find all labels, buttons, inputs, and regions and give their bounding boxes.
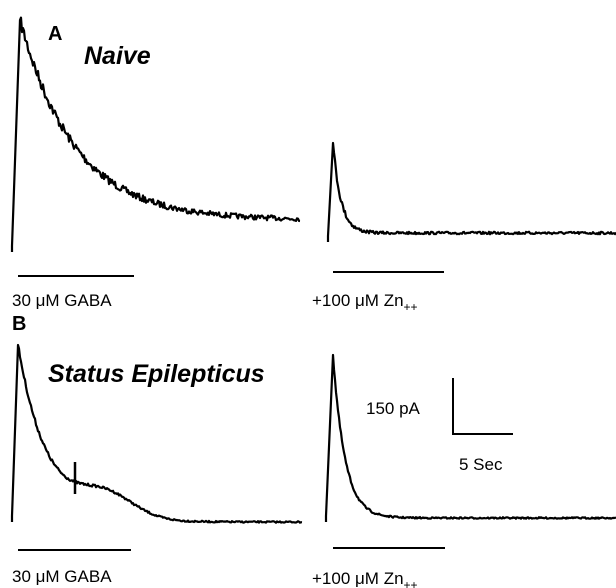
trace-label: 30 μM GABA	[12, 291, 112, 310]
trace-label: 30 μM GABA	[12, 567, 112, 586]
trace-label-main: +100 μM Zn	[312, 569, 404, 588]
scale-label: 5 Sec	[459, 455, 503, 474]
trace-label-main: +100 μM Zn	[312, 291, 404, 310]
trace-label-sub: ++	[404, 300, 418, 314]
panel-label: B	[12, 313, 26, 335]
trace-label-sub: ++	[404, 578, 418, 588]
traces	[10, 16, 616, 524]
scale-label: 150 pA	[366, 399, 421, 418]
current-trace	[10, 16, 301, 252]
trace-label: +100 μM Zn++	[312, 569, 418, 588]
trace-label: +100 μM Zn++	[312, 291, 418, 314]
panel-title: Status Epilepticus	[48, 360, 265, 388]
panel-title: Naive	[84, 42, 151, 70]
current-trace	[324, 353, 616, 522]
current-trace	[10, 343, 303, 524]
panel-label: A	[48, 23, 62, 45]
current-trace	[326, 141, 616, 242]
